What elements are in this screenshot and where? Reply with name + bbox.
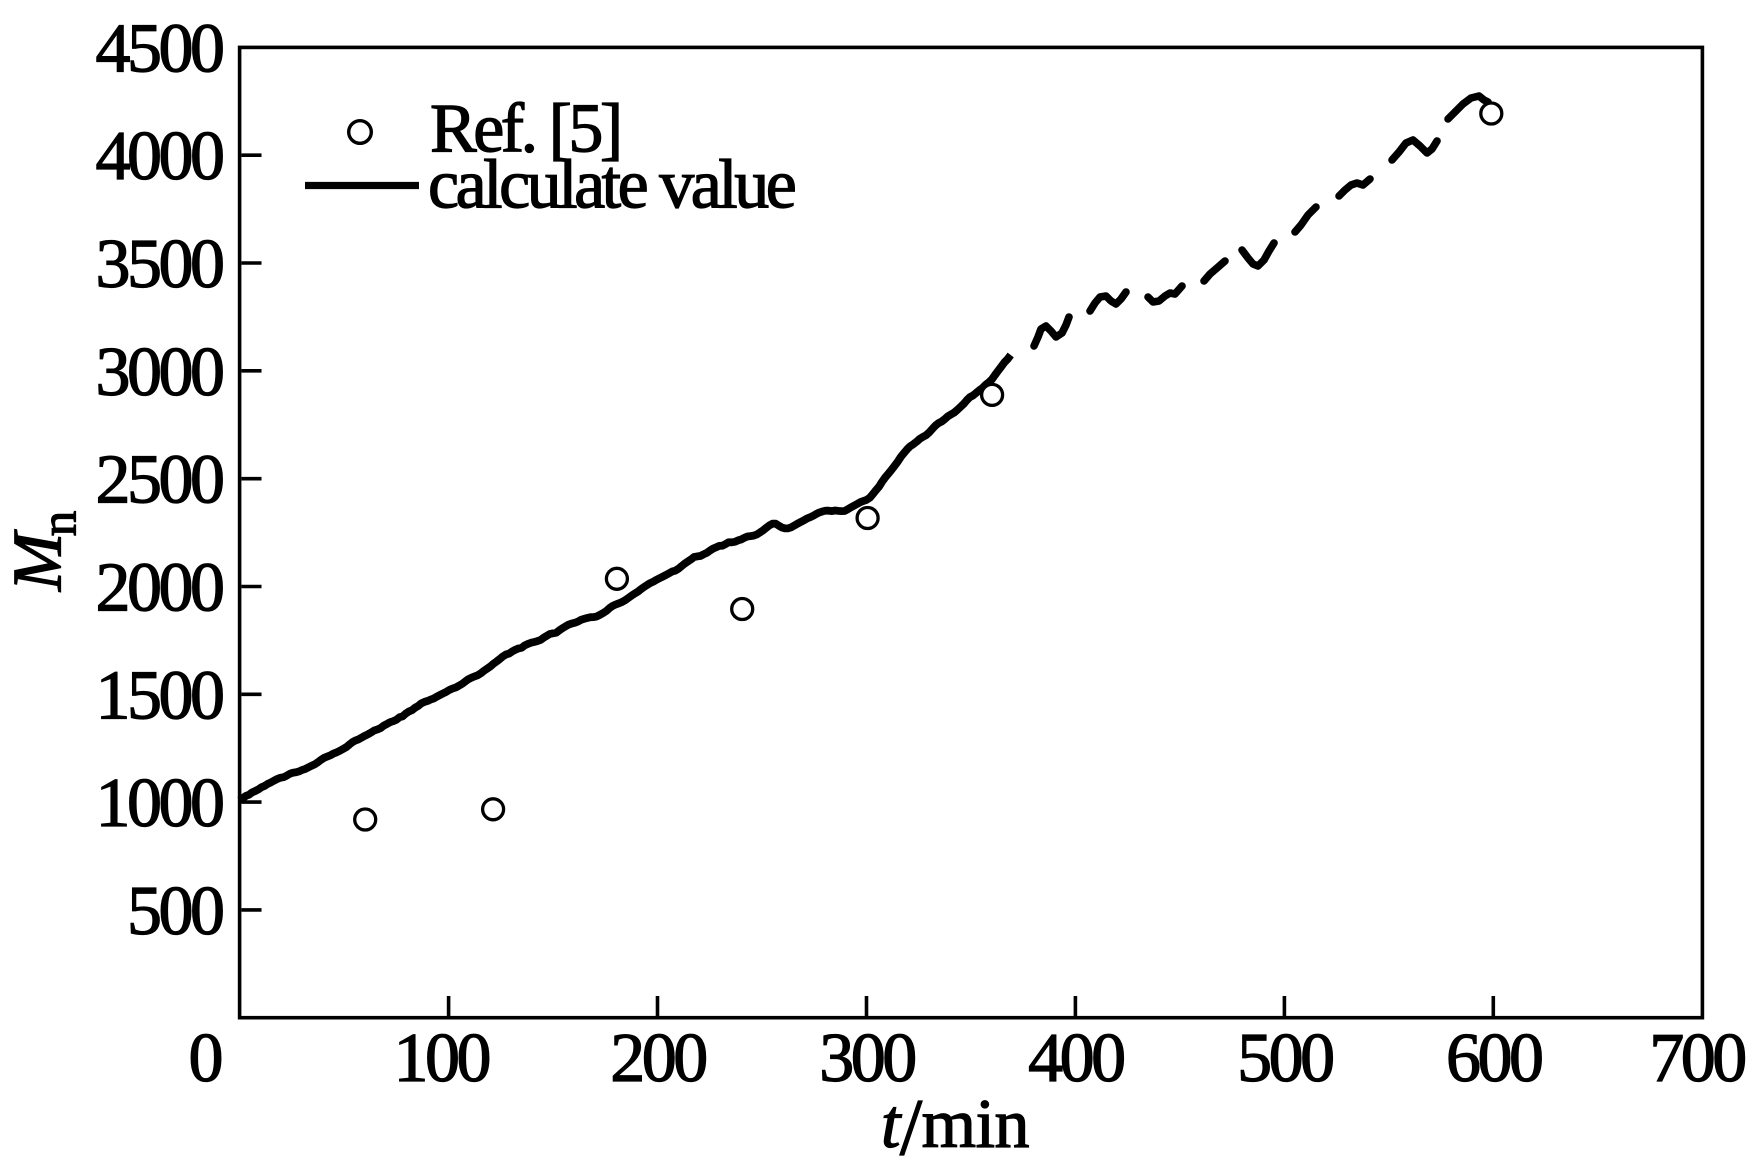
svg-text:calculate value: calculate value <box>428 147 795 224</box>
svg-text:4500: 4500 <box>96 10 224 87</box>
svg-text:500: 500 <box>1237 1020 1333 1097</box>
svg-text:Mn: Mn <box>0 511 88 592</box>
svg-text:Ref. [5]: Ref. [5] <box>430 91 620 168</box>
svg-text:200: 200 <box>610 1020 706 1097</box>
svg-text:2000: 2000 <box>96 550 224 627</box>
svg-text:600: 600 <box>1446 1020 1542 1097</box>
svg-text:1500: 1500 <box>96 657 224 734</box>
svg-text:300: 300 <box>819 1020 915 1097</box>
svg-text:2500: 2500 <box>96 442 224 519</box>
svg-text:400: 400 <box>1028 1020 1124 1097</box>
svg-text:100: 100 <box>393 1020 489 1097</box>
svg-text:0: 0 <box>189 1020 222 1097</box>
svg-text:4000: 4000 <box>96 118 224 195</box>
svg-text:3500: 3500 <box>96 226 224 303</box>
svg-text:1000: 1000 <box>96 765 224 842</box>
svg-text:3000: 3000 <box>96 334 224 411</box>
svg-text:t/min: t/min <box>881 1084 1029 1160</box>
svg-text:500: 500 <box>127 873 223 950</box>
svg-text:700: 700 <box>1649 1020 1745 1097</box>
